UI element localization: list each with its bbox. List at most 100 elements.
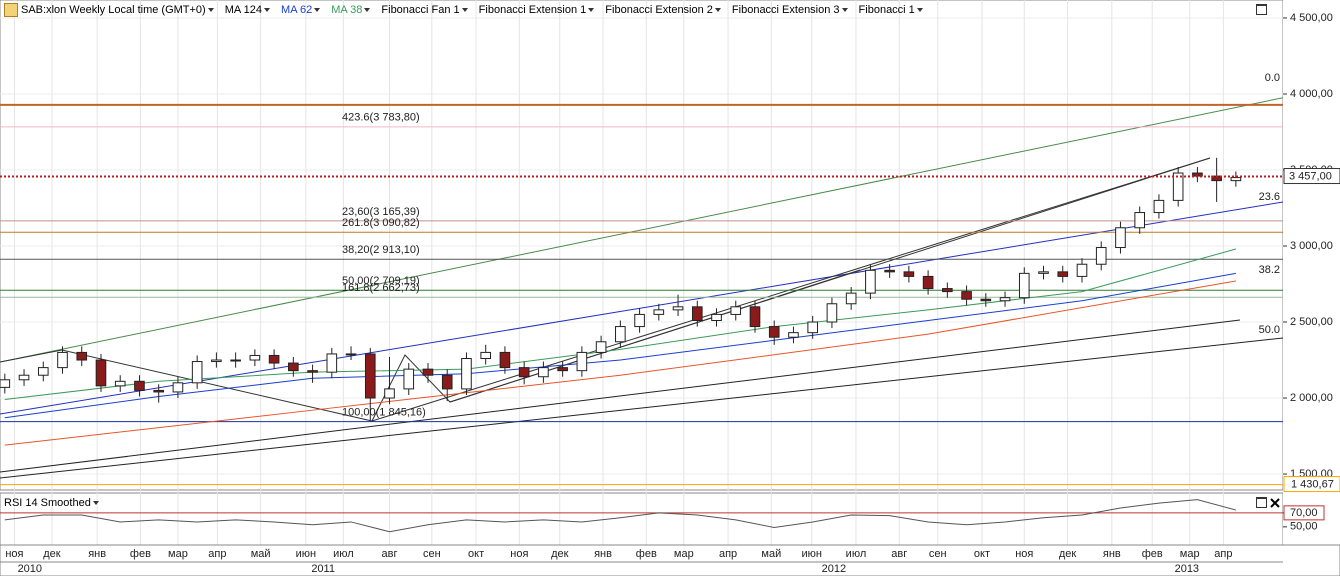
drawing-entry[interactable]: Fibonacci Extension 3 <box>732 4 848 16</box>
moving-average <box>4 272 1236 419</box>
candle-body <box>980 298 992 302</box>
x-tick-label: окт <box>974 548 990 560</box>
candle-body <box>845 292 857 305</box>
candle-body <box>191 361 203 384</box>
legend-entry[interactable]: MA 62 <box>281 4 320 16</box>
x-tick-label: фев <box>130 548 151 560</box>
candle-body <box>403 368 415 390</box>
x-tick-label: апр <box>1214 548 1232 560</box>
candle-body <box>961 291 972 300</box>
x-tick-label: фев <box>1142 548 1163 560</box>
x-tick-label: янв <box>594 548 612 560</box>
candle-body <box>1153 199 1165 214</box>
x-tick-label: авг <box>891 548 907 560</box>
x-tick-label: ноя <box>510 548 528 560</box>
plot: 423.6(3 783,80) 23,60(3 165,39)261.8(3 09… <box>0 72 1283 533</box>
year-label: 2011 <box>311 563 335 575</box>
symbol-icon[interactable] <box>4 3 18 17</box>
candle-body <box>1134 212 1146 229</box>
x-tick-label: ноя <box>1015 548 1033 560</box>
x-tick-label: сен <box>929 548 947 560</box>
chart-legend: SAB:xlon Weekly Local time (GMT+0) MA 12… <box>4 3 923 17</box>
candle-body <box>826 303 838 323</box>
candle-body <box>172 382 184 393</box>
fan-line <box>0 337 1284 479</box>
maximize-button[interactable] <box>1256 497 1267 508</box>
candle-body <box>345 353 357 356</box>
candle-body <box>18 374 30 381</box>
candle-body <box>37 367 49 376</box>
rsi-tick-label: 50,00 <box>1290 521 1318 533</box>
close-button[interactable] <box>1270 498 1280 508</box>
candle-body <box>1076 263 1088 277</box>
level-label: 38,20(2 913,10) <box>342 244 420 256</box>
candle-body <box>268 354 280 364</box>
x-tick-label: окт <box>468 548 484 560</box>
x-tick-label: дек <box>551 548 569 560</box>
x-tick-label: дек <box>1059 548 1077 560</box>
level-axis-box <box>1283 476 1340 493</box>
drawing-entry[interactable]: Fibonacci 1 <box>859 4 923 16</box>
candle-body <box>441 374 453 390</box>
maximize-button[interactable] <box>1256 4 1267 15</box>
moving-average <box>4 280 1236 446</box>
candle-body <box>788 332 799 338</box>
candle-body <box>653 309 665 315</box>
y-tick-label: 3 000,00 <box>1290 240 1333 252</box>
time-axis <box>0 544 1340 576</box>
symbol-title[interactable]: SAB:xlon Weekly Local time (GMT+0) <box>21 4 214 16</box>
level-label: 100,00(1 845,16) <box>342 406 426 418</box>
candle-body <box>884 269 895 273</box>
x-tick-label: май <box>251 548 271 560</box>
candle-body <box>768 326 780 338</box>
legend-entry[interactable]: MA 38 <box>331 4 370 16</box>
moving-average <box>4 248 1237 401</box>
x-tick-label: фев <box>636 548 657 560</box>
candle-body <box>153 389 165 393</box>
candle-body <box>1115 227 1126 249</box>
candle-body <box>230 359 241 362</box>
x-tick-label: авг <box>382 548 398 560</box>
last-price-label: 3 457,00 <box>1289 170 1332 182</box>
y-tick-label: 2 000,00 <box>1290 392 1333 404</box>
y-tick-label: 4 500,00 <box>1290 12 1333 24</box>
candle-body <box>595 341 607 353</box>
drawing-entry[interactable]: Fibonacci Extension 1 <box>479 4 595 16</box>
candle-body <box>615 326 626 343</box>
candle-body <box>538 367 549 378</box>
candle-body <box>0 379 11 388</box>
rsi-title[interactable]: RSI 14 Smoothed <box>4 497 99 509</box>
candle-body <box>326 353 338 373</box>
candle-body <box>691 306 703 321</box>
candle-body <box>384 388 395 399</box>
candle-body <box>480 351 492 359</box>
level-label: 50,00(2 709,19) <box>342 275 420 287</box>
x-tick-label: июл <box>846 548 867 560</box>
year-label: 2013 <box>1175 563 1199 575</box>
candle-body <box>249 354 261 361</box>
year-label: 2010 <box>18 563 42 575</box>
fan-label: 0.0 <box>1265 72 1280 84</box>
trend-line <box>371 157 1211 422</box>
rsi-tick-label: 70,00 <box>1290 507 1318 519</box>
axes: ноя дек янв фев мар апр май июн июл авг сен окт ноя д… <box>5 12 1340 575</box>
candle-body <box>288 362 299 372</box>
fan-label: 23.6 <box>1259 191 1280 203</box>
drawing-entry[interactable]: Fibonacci Fan 1 <box>381 4 467 16</box>
candle-body <box>307 370 318 373</box>
candle-body <box>557 367 568 372</box>
drawing-entry[interactable]: Fibonacci Extension 2 <box>605 4 721 16</box>
main-pane <box>0 0 1284 491</box>
legend-entry[interactable]: MA 124 <box>225 4 270 16</box>
candle-body <box>1230 177 1242 182</box>
candle-body <box>1018 272 1030 299</box>
candle-body <box>711 313 722 321</box>
candle-body <box>518 367 530 378</box>
x-tick-label: июн <box>296 548 316 560</box>
candle-body <box>364 353 376 399</box>
candle-body <box>461 357 472 390</box>
level-label: 261.8(3 090,82) <box>342 217 420 229</box>
candle-body <box>1057 271 1069 277</box>
x-tick-label: июн <box>801 548 821 560</box>
